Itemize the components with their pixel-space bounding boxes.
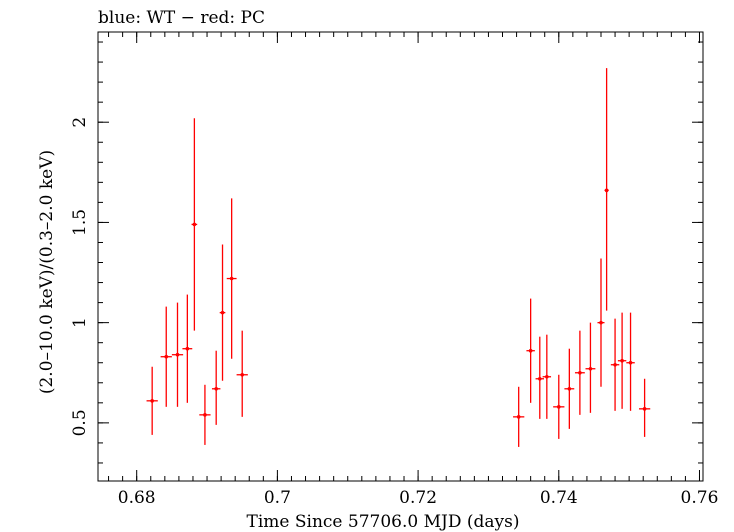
data-point	[564, 348, 575, 429]
point-marker	[578, 370, 582, 375]
y-tick-label: 2	[70, 117, 90, 128]
point-marker	[545, 374, 549, 379]
data-point	[513, 386, 525, 447]
point-marker	[599, 320, 603, 325]
point-marker	[229, 276, 234, 281]
point-marker	[642, 407, 647, 411]
x-tick-label: 0.72	[399, 488, 437, 508]
data-point	[236, 330, 248, 417]
data-point	[610, 318, 620, 411]
x-tick-label: 0.76	[681, 488, 719, 508]
point-marker	[240, 372, 245, 377]
x-tick-label: 0.74	[540, 488, 578, 508]
data-point	[219, 244, 226, 381]
data-point	[211, 350, 221, 425]
chart-title: blue: WT − red: PC	[98, 8, 265, 28]
data-points	[146, 68, 651, 447]
data-point	[160, 306, 172, 407]
data-point	[171, 302, 184, 407]
y-tick-label: 1	[70, 317, 90, 328]
point-marker	[516, 415, 521, 419]
data-point	[553, 374, 565, 439]
data-point	[191, 118, 198, 331]
point-marker	[220, 310, 225, 315]
data-point	[626, 312, 635, 411]
plot-frame	[97, 31, 704, 482]
point-marker	[214, 386, 218, 391]
point-marker	[613, 362, 617, 367]
data-point	[199, 384, 211, 445]
data-point	[542, 334, 552, 419]
point-marker	[192, 222, 197, 227]
point-marker	[203, 413, 207, 417]
x-tick-label: 0.68	[118, 488, 156, 508]
data-point	[617, 312, 627, 409]
data-point	[146, 366, 158, 435]
data-point	[585, 322, 596, 413]
data-point	[574, 330, 585, 415]
data-point	[526, 298, 535, 403]
y-tick-label: 0.5	[70, 409, 90, 436]
x-axis-ticks: 0.68 0.7 0.72 0.74 0.76	[108, 32, 719, 508]
data-point	[182, 294, 193, 403]
y-axis-label: (2.0–10.0 keV)/(0.3–2.0 keV)	[37, 150, 57, 394]
point-marker	[604, 188, 609, 193]
point-marker	[537, 376, 542, 381]
point-marker	[175, 352, 180, 357]
data-point	[638, 378, 651, 437]
point-marker	[150, 399, 154, 403]
y-axis-ticks: 0.5 1 1.5 2	[70, 41, 703, 464]
x-tick-label: 0.7	[264, 488, 291, 508]
data-point	[226, 198, 237, 359]
point-marker	[556, 405, 561, 409]
point-marker	[528, 348, 533, 353]
data-point	[604, 68, 609, 311]
data-point	[597, 258, 605, 387]
data-point	[535, 336, 545, 419]
point-marker	[588, 366, 593, 371]
y-tick-label: 1.5	[70, 209, 90, 236]
point-marker	[567, 386, 572, 391]
point-marker	[185, 346, 190, 351]
point-marker	[620, 358, 624, 363]
point-marker	[164, 354, 169, 359]
point-marker	[628, 360, 633, 365]
x-axis-label: Time Since 57706.0 MJD (days)	[247, 512, 520, 532]
